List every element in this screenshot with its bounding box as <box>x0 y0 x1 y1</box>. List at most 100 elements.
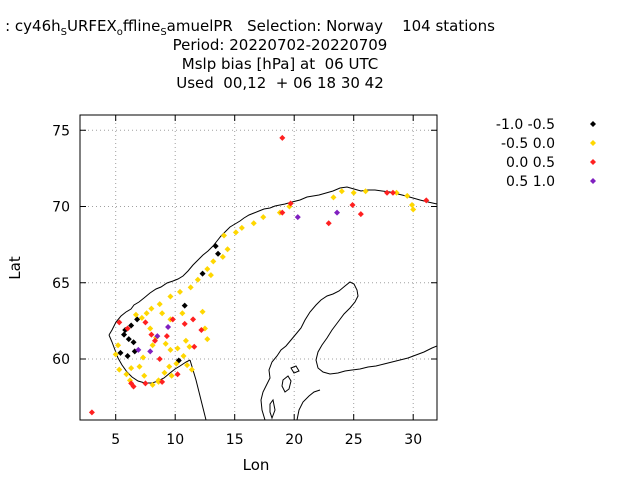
legend: -1.0 -0.5 -0.5 0.0 0.0 0.5 0.5 1.0 <box>496 117 596 190</box>
data-point <box>187 284 194 291</box>
data-point <box>330 194 337 201</box>
data-point <box>184 362 191 369</box>
x-tick-label: 25 <box>345 432 363 448</box>
x-tick-label: 10 <box>166 432 184 448</box>
coastline-gulf-bothnia <box>260 281 437 420</box>
data-point <box>393 189 400 196</box>
data-point <box>112 351 119 358</box>
data-point <box>294 214 301 221</box>
data-point <box>199 308 206 315</box>
data-point <box>115 342 122 349</box>
data-point <box>173 360 180 367</box>
chart-title-used: Used 00,12 + 06 18 30 42 <box>176 74 384 92</box>
data-point <box>260 214 267 221</box>
data-point <box>357 211 364 218</box>
data-point <box>287 200 294 207</box>
data-point <box>166 363 173 370</box>
island-aland <box>290 365 300 374</box>
data-point <box>163 333 170 340</box>
data-point <box>176 288 183 295</box>
data-point <box>212 243 219 250</box>
data-point <box>148 331 155 338</box>
data-point <box>162 340 169 347</box>
chart-title-line-1: : cy46hSURFEXofflineSamuelPR Selection: … <box>5 17 495 38</box>
data-point <box>194 276 201 283</box>
legend-marker <box>590 159 596 165</box>
data-point <box>191 343 198 350</box>
data-point <box>186 343 193 350</box>
data-point <box>116 366 123 373</box>
x-tick-label: 15 <box>226 432 244 448</box>
data-point <box>174 345 181 352</box>
data-point <box>138 314 145 321</box>
data-point <box>409 201 416 208</box>
data-point <box>168 372 175 379</box>
data-point <box>165 323 172 330</box>
data-point <box>210 258 217 265</box>
data-point <box>190 316 197 323</box>
data-point <box>182 337 189 344</box>
data-point <box>215 250 222 257</box>
data-point <box>124 352 131 359</box>
data-point <box>147 348 154 355</box>
island-gotland <box>281 375 292 393</box>
data-point <box>167 293 174 300</box>
data-point <box>121 331 128 338</box>
data-point <box>279 209 286 216</box>
data-point <box>117 349 124 356</box>
chart-title-parameter: Mslp bias [hPa] at 06 UTC <box>181 55 379 73</box>
data-point <box>334 209 341 216</box>
data-point <box>362 188 369 195</box>
data-point <box>161 369 168 376</box>
plot-frame <box>79 114 438 421</box>
data-point <box>156 301 163 308</box>
legend-marker <box>590 178 596 184</box>
data-point <box>141 372 148 379</box>
scatter-points <box>88 134 430 416</box>
data-point <box>174 371 181 378</box>
data-point <box>404 192 411 199</box>
data-point <box>142 380 149 387</box>
data-point <box>167 346 174 353</box>
data-point <box>135 346 142 353</box>
y-tick-label: 75 <box>52 123 70 139</box>
data-point <box>188 366 195 373</box>
island-oland <box>269 398 276 420</box>
data-point <box>169 316 176 323</box>
legend-marker <box>590 140 596 146</box>
data-point <box>181 302 188 309</box>
data-point <box>224 246 231 253</box>
legend-marker <box>590 121 596 127</box>
data-point <box>124 325 131 332</box>
data-point <box>128 380 135 387</box>
data-point <box>125 336 132 343</box>
data-point <box>220 232 227 239</box>
coastline-baltic <box>296 389 321 420</box>
legend-label: -0.5 0.0 <box>501 136 555 152</box>
data-point <box>155 378 162 385</box>
data-point <box>279 134 286 141</box>
data-point <box>423 197 430 204</box>
data-point <box>149 342 156 349</box>
data-point <box>136 363 143 370</box>
data-point <box>232 229 239 236</box>
data-point <box>384 189 391 196</box>
legend-label: 0.5 1.0 <box>506 174 555 190</box>
data-point <box>149 381 156 388</box>
data-point <box>143 310 150 317</box>
data-point <box>179 310 186 317</box>
data-point <box>156 356 163 362</box>
data-point <box>349 201 356 208</box>
y-axis-label: Lat <box>6 256 24 280</box>
x-tick-label: 30 <box>404 432 422 448</box>
y-tick-label: 65 <box>52 276 70 292</box>
data-point <box>180 352 187 359</box>
data-point <box>116 319 123 326</box>
y-tick-label: 60 <box>52 352 70 368</box>
grid <box>80 115 437 420</box>
data-point <box>338 188 345 195</box>
legend-label: -1.0 -0.5 <box>496 117 555 133</box>
data-point <box>238 224 245 231</box>
legend-label: 0.0 0.5 <box>506 155 555 171</box>
